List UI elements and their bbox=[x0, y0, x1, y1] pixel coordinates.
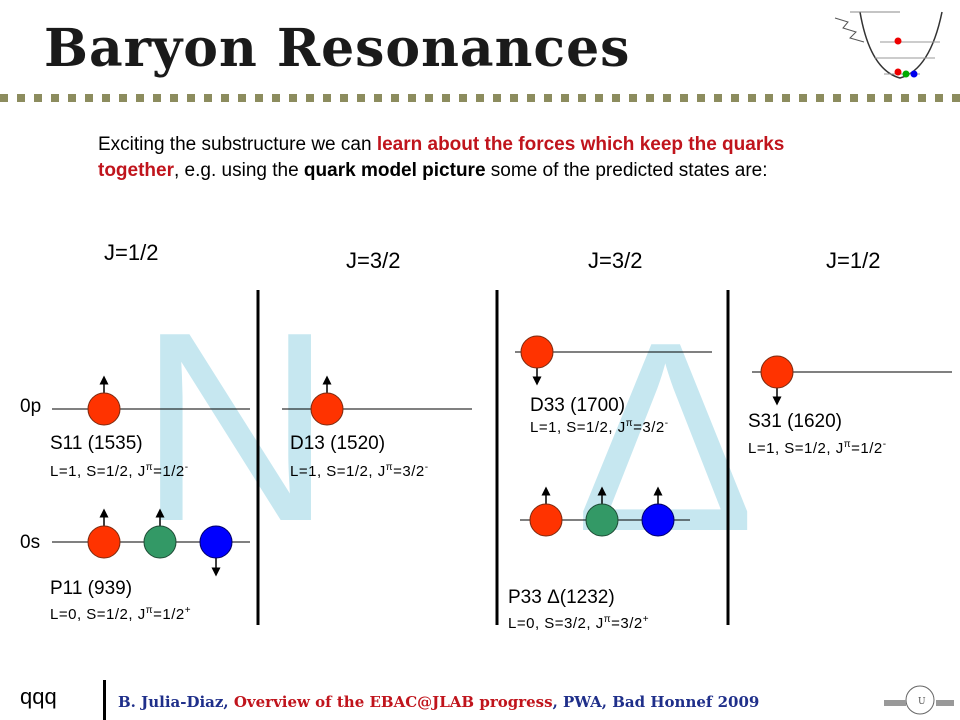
footer-venue: , PWA, Bad Honnef 2009 bbox=[552, 693, 760, 711]
quark-red bbox=[87, 392, 121, 426]
svg-text:U: U bbox=[918, 697, 926, 707]
quark-blue bbox=[641, 503, 675, 537]
quark-red bbox=[529, 503, 563, 537]
state-name-d13: D13 (1520) bbox=[290, 433, 386, 454]
state-name-s11: S11 (1535) bbox=[50, 433, 143, 454]
intro-text: , e.g. using the bbox=[174, 160, 304, 181]
watermark-letter-delta: Δ bbox=[575, 287, 755, 588]
footer-divider bbox=[103, 680, 106, 720]
column-label-j: J=3/2 bbox=[588, 248, 643, 273]
quark-green bbox=[143, 525, 177, 559]
state-name-p33: P33 Δ(1232) bbox=[508, 587, 615, 608]
watermark-letter-n: N bbox=[138, 277, 333, 578]
quark-red bbox=[520, 335, 554, 369]
column-label-j: J=1/2 bbox=[826, 248, 881, 273]
intro-text: some of the predicted states are: bbox=[485, 160, 768, 181]
state-name-s31: S31 (1620) bbox=[748, 411, 843, 432]
quantum-numbers-p33: L=0, S=3/2, Jπ=3/2+ bbox=[508, 614, 650, 632]
footer-talk-title: Overview of the EBAC@JLAB progress bbox=[233, 693, 553, 711]
footer-author: B. Julia-Diaz, bbox=[118, 693, 234, 711]
intro-highlight-forces: learn about the forces which keep the qu… bbox=[98, 134, 785, 181]
potential-well-logo bbox=[828, 8, 953, 90]
column-label-j: J=1/2 bbox=[104, 240, 159, 265]
page-title: Baryon Resonances bbox=[44, 18, 631, 79]
quark-blue bbox=[199, 525, 233, 559]
footer-label-qqq: qqq bbox=[20, 684, 57, 709]
level-label-0p: 0p bbox=[20, 396, 42, 417]
quantum-numbers-d13: L=1, S=1/2, Jπ=3/2- bbox=[290, 462, 429, 480]
quark-red bbox=[310, 392, 344, 426]
state-name-p11: P11 (939) bbox=[50, 578, 133, 599]
quark-green bbox=[585, 503, 619, 537]
level-label-0s: 0s bbox=[20, 532, 41, 553]
intro-text: Exciting the substructure we can bbox=[98, 134, 377, 155]
footer-citation: B. Julia-Diaz, Overview of the EBAC@JLAB… bbox=[118, 693, 759, 711]
quantum-numbers-d33: L=1, S=1/2, Jπ=3/2- bbox=[530, 418, 669, 436]
quark-red bbox=[87, 525, 121, 559]
intro-highlight-quark-model: quark model picture bbox=[303, 160, 486, 181]
quantum-numbers-s31: L=1, S=1/2, Jπ=1/2- bbox=[748, 439, 887, 457]
university-logo: U bbox=[882, 684, 954, 718]
quark-red bbox=[760, 355, 794, 389]
quantum-numbers-s11: L=1, S=1/2, Jπ=1/2- bbox=[50, 462, 189, 480]
quantum-numbers-p11: L=0, S=1/2, Jπ=1/2+ bbox=[50, 605, 192, 623]
intro-paragraph: Exciting the substructure we can learn a… bbox=[98, 132, 858, 184]
title-dotted-divider bbox=[0, 94, 960, 104]
column-label-j: J=3/2 bbox=[346, 248, 401, 273]
state-name-d33: D33 (1700) bbox=[530, 395, 626, 416]
